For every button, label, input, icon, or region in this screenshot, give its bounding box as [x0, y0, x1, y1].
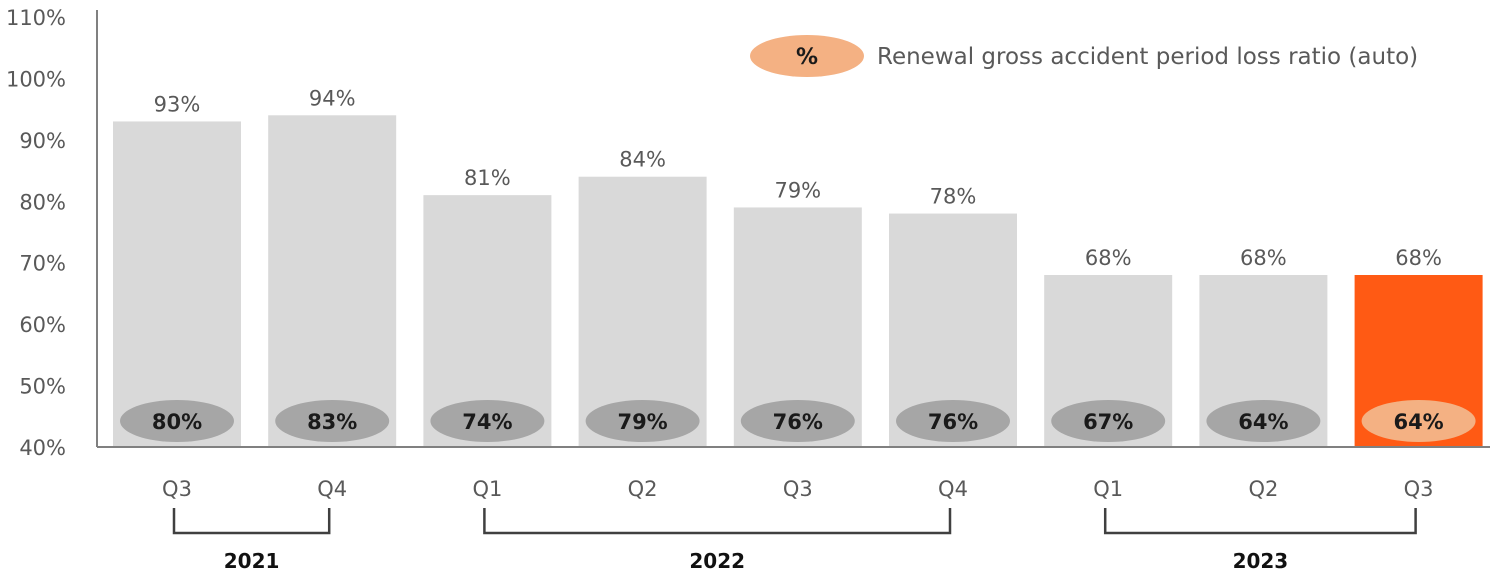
bar-value-label-8: 68%: [1240, 246, 1287, 270]
bar-value-label-4: 84%: [619, 148, 666, 172]
inner-value-label-1: 80%: [152, 410, 202, 434]
year-label-3: 2023: [1233, 549, 1289, 573]
x-tick-label-7: Q1: [1093, 477, 1123, 501]
inner-value-label-2: 83%: [307, 410, 357, 434]
legend-label: Renewal gross accident period loss ratio…: [877, 44, 1418, 70]
x-tick-label-2: Q4: [317, 477, 347, 501]
inner-value-label-5: 76%: [773, 410, 823, 434]
y-tick-label-3: 60%: [19, 313, 66, 337]
x-tick-label-1: Q3: [162, 477, 192, 501]
y-tick-label-6: 90%: [19, 129, 66, 153]
inner-value-label-8: 64%: [1238, 410, 1288, 434]
legend-marker: [750, 35, 864, 77]
legend-symbol: %: [796, 45, 818, 70]
inner-marker-5: [740, 400, 855, 442]
year-bracket-3: [1103, 508, 1417, 535]
y-tick-label-2: 50%: [19, 375, 66, 399]
inner-marker-6: [896, 400, 1010, 442]
bar-value-label-1: 93%: [154, 92, 201, 116]
year-bracket-2: [483, 508, 952, 535]
x-tick-label-3: Q1: [472, 477, 502, 501]
year-groups-layer: 2021 2022 2023: [172, 508, 1417, 573]
x-tick-label-4: Q2: [628, 477, 658, 501]
inner-marker-8: [1206, 400, 1321, 442]
labels-layer: 93% 80% Q3 94% 83% Q4 81% 74% Q1 84% 79% Q2 79% 76% Q3…: [152, 86, 1444, 501]
inner-marker-2: [275, 400, 390, 442]
bar-2: [268, 115, 397, 448]
inner-value-label-9: 64%: [1393, 410, 1443, 434]
x-tick-label-8: Q2: [1248, 477, 1278, 501]
bar-value-label-3: 81%: [464, 166, 511, 190]
bar-value-label-9: 68%: [1395, 246, 1442, 270]
year-label-1: 2021: [224, 549, 280, 573]
x-tick-label-9: Q3: [1404, 477, 1434, 501]
year-label-2: 2022: [689, 549, 745, 573]
x-tick-label-5: Q3: [783, 477, 813, 501]
y-tick-label-1: 40%: [19, 436, 66, 460]
bar-value-label-5: 79%: [774, 178, 821, 202]
inner-value-label-6: 76%: [928, 410, 978, 434]
inner-marker-4: [585, 400, 700, 442]
bars-layer: [113, 115, 1483, 448]
bar-value-label-2: 94%: [309, 86, 356, 110]
inner-value-label-3: 74%: [462, 410, 512, 434]
legend: % Renewal gross accident period loss rat…: [750, 35, 1418, 77]
y-tick-label-8: 110%: [6, 6, 66, 30]
inner-value-label-4: 79%: [617, 410, 667, 434]
year-bracket-1: [172, 508, 331, 535]
inner-value-label-7: 67%: [1083, 410, 1133, 434]
bar-value-label-7: 68%: [1085, 246, 1132, 270]
bar-value-label-6: 78%: [930, 185, 977, 209]
inner-marker-1: [120, 400, 234, 442]
y-tick-label-7: 100%: [6, 67, 66, 91]
axes-layer: 40% 50% 60% 70% 80% 90% 100% 110%: [6, 6, 1490, 460]
bar-1: [113, 121, 241, 447]
inner-marker-3: [430, 400, 545, 442]
x-tick-label-6: Q4: [938, 477, 968, 501]
inner-marker-9: [1361, 400, 1476, 442]
y-tick-label-5: 80%: [19, 190, 66, 214]
inner-markers-layer: [120, 400, 1476, 442]
y-tick-label-4: 70%: [19, 252, 66, 276]
inner-marker-7: [1051, 400, 1166, 442]
